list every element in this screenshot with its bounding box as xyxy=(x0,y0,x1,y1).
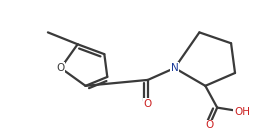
Text: O: O xyxy=(205,120,213,130)
Text: OH: OH xyxy=(234,107,250,117)
Text: O: O xyxy=(144,99,152,109)
Text: N: N xyxy=(171,63,179,73)
Text: O: O xyxy=(57,63,65,73)
